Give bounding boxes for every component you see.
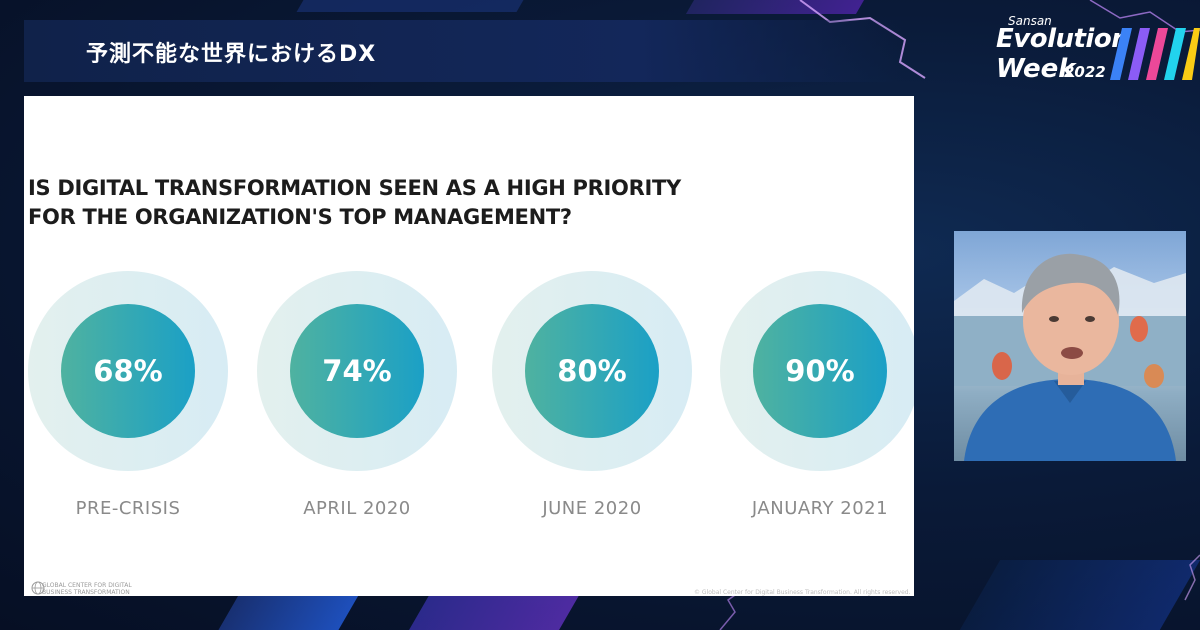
stat-june-2020: 80% JUNE 2020 — [492, 271, 692, 531]
stat-pre-crisis: 68% PRE-CRISIS — [28, 271, 228, 531]
question-line-2: FOR THE ORGANIZATION'S TOP MANAGEMENT? — [28, 205, 572, 229]
stat-april-2020: 74% APRIL 2020 — [257, 271, 457, 531]
stat-disc: 80% — [525, 304, 659, 438]
presentation-slide: IS DIGITAL TRANSFORMATION SEEN AS A HIGH… — [24, 96, 914, 596]
speaker-video — [954, 231, 1186, 461]
org-name-line-2: BUSINESS TRANSFORMATION — [42, 589, 130, 596]
stat-label: PRE-CRISIS — [75, 498, 181, 519]
stat-disc: 90% — [753, 304, 887, 438]
stat-value: 68% — [93, 354, 163, 388]
stat-value: 80% — [557, 354, 627, 388]
slide-question: IS DIGITAL TRANSFORMATION SEEN AS A HIGH… — [28, 174, 728, 232]
logo-year-text: 2022 — [1064, 63, 1106, 81]
org-name-line-1: GLOBAL CENTER FOR DIGITAL — [42, 582, 132, 589]
stat-disc: 74% — [290, 304, 424, 438]
logo-evolution-text: Evolution — [996, 24, 1130, 54]
stat-january-2021: 90% JANUARY 2021 — [720, 271, 914, 531]
question-line-1: IS DIGITAL TRANSFORMATION SEEN AS A HIGH… — [28, 176, 681, 200]
stat-label: JANUARY 2021 — [751, 498, 889, 519]
copyright-notice: © Global Center for Digital Business Tra… — [694, 589, 911, 596]
title-banner — [24, 20, 904, 82]
stat-label: JUNE 2020 — [542, 498, 642, 519]
logo-week-text: Week — [996, 54, 1076, 84]
stat-disc: 68% — [61, 304, 195, 438]
stat-label: APRIL 2020 — [303, 498, 411, 519]
event-logo: Sansan Evolution Week 2022 — [996, 14, 1200, 84]
logo-bars-icon — [1110, 28, 1200, 80]
stat-value: 90% — [785, 354, 855, 388]
page-title: 予測不能な世界におけるDX — [86, 42, 377, 67]
person-icon — [954, 253, 1186, 461]
stat-value: 74% — [322, 354, 392, 388]
globe-icon — [31, 581, 45, 595]
logo-sansan-text: Sansan — [1008, 14, 1052, 28]
